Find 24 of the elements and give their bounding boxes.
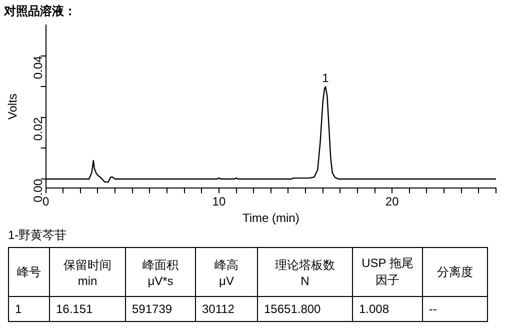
x-tick-label: 0: [42, 194, 50, 209]
text: 理论塔板数 N: [258, 248, 352, 296]
y-axis-title: Volts: [6, 94, 20, 120]
text: --: [422, 296, 488, 322]
x-tick-label: 20: [385, 194, 400, 209]
y-tick-label: 0.02: [31, 117, 46, 141]
text: 30112: [196, 296, 258, 322]
text: 591739: [126, 296, 196, 322]
chart-title: 对照品溶液：: [4, 3, 76, 20]
x-axis-title: Time (min): [242, 211, 300, 226]
text: 峰高 μV: [196, 248, 258, 296]
text: USP 拖尾因子: [352, 248, 422, 296]
annotation: 1: [322, 70, 330, 85]
text: 分离度: [422, 248, 488, 296]
text: 1.008: [352, 296, 422, 322]
text: 1-野黄芩苷: [8, 227, 67, 244]
text: 15651.800: [258, 296, 352, 322]
text: 1: [8, 296, 50, 322]
text: 峰号: [8, 248, 50, 296]
text: 保留时间 min: [50, 248, 126, 296]
x-tick-label: 10: [212, 194, 226, 209]
text: 16.151: [50, 296, 126, 322]
y-tick-label: 0.04: [31, 55, 46, 80]
text: 峰面积 μV*s: [126, 248, 196, 296]
